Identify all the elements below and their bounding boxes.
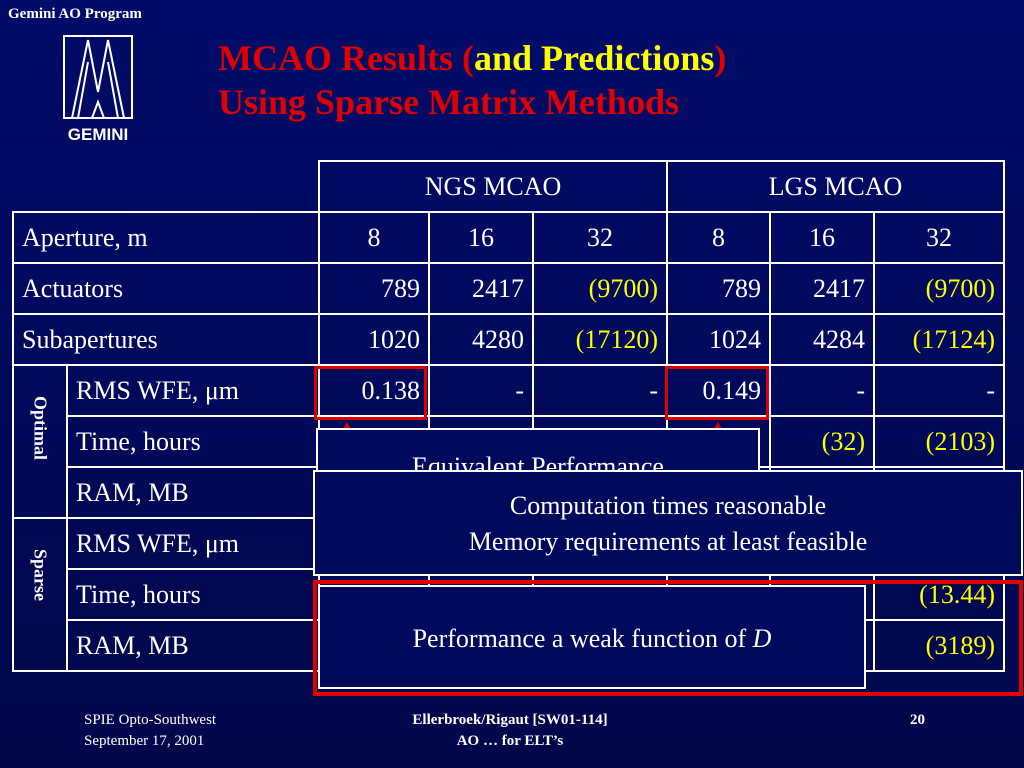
row-label: Subapertures (12, 313, 320, 366)
sparse-group-label: Sparse (12, 517, 68, 672)
callout-line2: Memory requirements at least feasible (468, 527, 868, 556)
table-row: Optimal RMS WFE, μm 0.138 - - 0.149 - - (12, 364, 1005, 519)
gemini-logo: GEMINI (63, 35, 133, 144)
ngs-header: NGS MCAO (318, 160, 668, 213)
cell: (3189) (873, 619, 1005, 672)
cell: (2103) (873, 415, 1005, 468)
cell: - (428, 364, 534, 417)
cell: 0.138 (318, 364, 430, 417)
table-row: Aperture, m 8 16 32 8 16 32 (12, 211, 1005, 264)
table-row: Subapertures 1020 4280 (17120) 1024 4284… (12, 313, 1005, 366)
cell: 8 (318, 211, 430, 264)
cell: 2417 (769, 262, 875, 315)
footer-authors: Ellerbroek/Rigaut [SW01-114] (412, 712, 608, 728)
table-row: Actuators 789 2417 (9700) 789 2417 (9700… (12, 262, 1005, 315)
cell: 2417 (428, 262, 534, 315)
title-red-a: MCAO Results ( (218, 38, 474, 78)
row-label: Actuators (12, 262, 320, 315)
footer-center: Ellerbroek/Rigaut [SW01-114] AO … for EL… (340, 710, 680, 752)
title-yellow: and Predictions (473, 38, 715, 78)
lgs-header: LGS MCAO (666, 160, 1005, 213)
cell: (17120) (532, 313, 668, 366)
title-red-b: ) (714, 38, 727, 78)
cell: (9700) (873, 262, 1005, 315)
row-label: RAM, MB (66, 619, 320, 672)
row-label: Aperture, m (12, 211, 320, 264)
cell: 4284 (769, 313, 875, 366)
cell: 4280 (428, 313, 534, 366)
cell: (17124) (873, 313, 1005, 366)
cell: - (769, 364, 875, 417)
sparse-highlight-box (313, 580, 1023, 696)
footer-date: September 17, 2001 (84, 733, 205, 749)
row-label: RAM, MB (66, 466, 320, 519)
footer-left: SPIE Opto-Southwest September 17, 2001 (84, 710, 216, 752)
cell: (9700) (532, 262, 668, 315)
cell: 789 (318, 262, 430, 315)
row-label: Time, hours (66, 568, 320, 621)
cell: 32 (532, 211, 668, 264)
row-label: Time, hours (66, 415, 320, 468)
cell: 789 (666, 262, 771, 315)
cell: 8 (666, 211, 771, 264)
callout-text: Performance a weak function of (412, 624, 753, 653)
page-number: 20 (910, 712, 925, 728)
cell: - (532, 364, 668, 417)
cell: 1024 (666, 313, 771, 366)
cell: 16 (769, 211, 875, 264)
slide-title: MCAO Results (and Predictions) Using Spa… (218, 36, 726, 124)
svg-text:GEMINI: GEMINI (68, 125, 128, 144)
performance-callout: Performance a weak function of D (318, 585, 866, 689)
computation-callout: Computation times reasonable Memory requ… (313, 470, 1023, 576)
cell: (13.44) (873, 568, 1005, 621)
highlight-ngs-rms (314, 366, 427, 420)
callout-line1: Computation times reasonable (509, 491, 827, 520)
cell: 1020 (318, 313, 430, 366)
footer-conference: SPIE Opto-Southwest (84, 712, 217, 728)
title-line2: Using Sparse Matrix Methods (218, 82, 679, 122)
cell: (32) (769, 415, 875, 468)
cell: 16 (428, 211, 534, 264)
optimal-group-label: Optimal (12, 364, 68, 519)
cell: 32 (873, 211, 1005, 264)
footer-subtitle: AO … for ELT’s (456, 733, 564, 749)
callout-var: D (752, 624, 772, 653)
cell: - (873, 364, 1005, 417)
row-label: RMS WFE, μm (66, 517, 320, 570)
program-label: Gemini AO Program (8, 6, 142, 22)
group-header-row: NGS MCAO LGS MCAO (13, 160, 1005, 213)
row-label: RMS WFE, μm (66, 364, 320, 417)
highlight-lgs-rms (665, 366, 769, 420)
